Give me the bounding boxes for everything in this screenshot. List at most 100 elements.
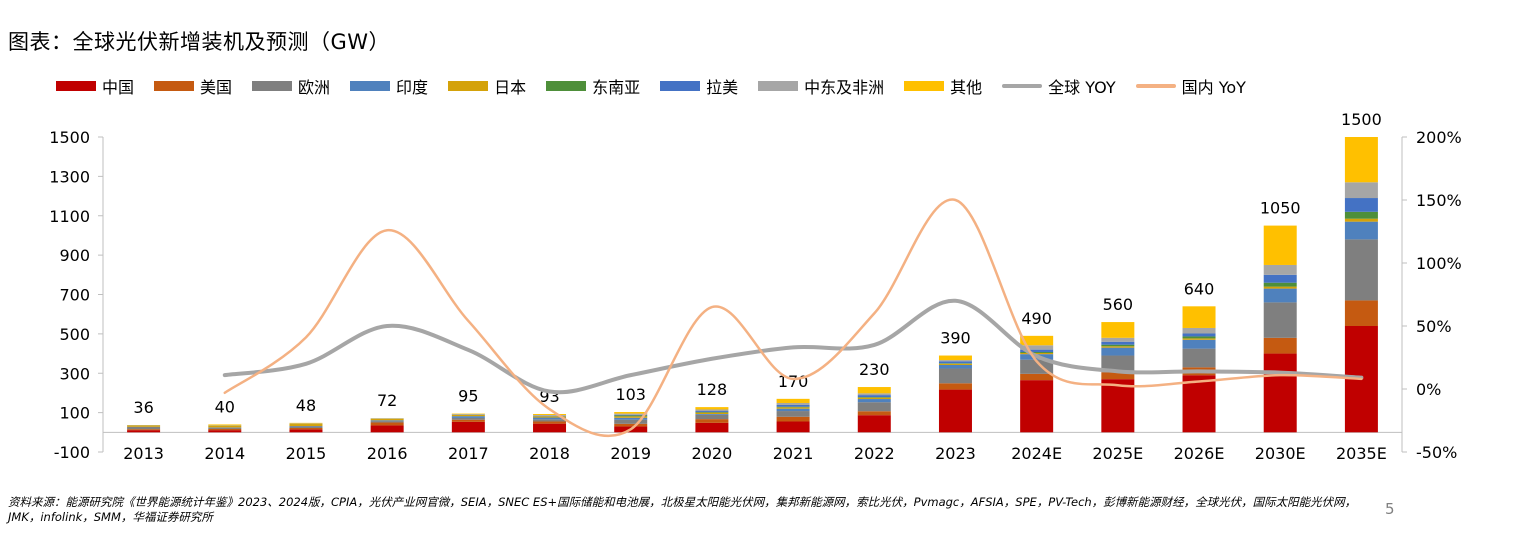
y-right-tick-label: 50% <box>1416 317 1452 336</box>
chart-legend: 中国 美国 欧洲 印度 日本 东南亚 拉美 中东及非洲 其他 全球 YOY 国内 YoY <box>56 74 1266 98</box>
bar-segment <box>776 402 810 405</box>
bar-segment <box>289 429 323 433</box>
bar-segment <box>857 387 891 394</box>
bar-segment <box>1344 211 1378 219</box>
legend-label: 欧洲 <box>298 78 331 97</box>
legend-swatch <box>56 81 96 91</box>
bar-segment <box>776 404 810 407</box>
y-left-tick-label: 300 <box>59 364 90 383</box>
bar-segment <box>695 414 729 415</box>
bar-segment <box>1182 348 1216 368</box>
bar-segment <box>1263 302 1297 338</box>
bar-segment <box>533 419 567 422</box>
bar-segment <box>695 409 729 412</box>
bar-segment <box>370 422 404 426</box>
bar-segment <box>938 363 972 364</box>
bar-segment <box>289 426 323 428</box>
y-right-tick-label: 200% <box>1416 128 1462 147</box>
legend-label: 拉美 <box>706 78 739 97</box>
legend-item: 中东及非洲 <box>758 74 884 98</box>
legend-item: 欧洲 <box>252 74 330 98</box>
bar-total-label: 560 <box>1103 295 1134 314</box>
legend-label: 中东及非洲 <box>804 78 885 97</box>
bar-total-label: 230 <box>859 360 890 379</box>
bar-segment <box>208 424 242 426</box>
bar-segment <box>1344 221 1378 240</box>
bar-segment <box>776 411 810 417</box>
bar-segment <box>614 423 648 427</box>
bar-segment <box>533 421 567 424</box>
legend-label: 中国 <box>102 78 135 97</box>
bar-segment <box>1182 375 1216 433</box>
bar-total-label: 36 <box>133 398 153 417</box>
bar-segment <box>695 412 729 413</box>
x-tick-label: 2025E <box>1092 444 1143 463</box>
bar-segment <box>1182 339 1216 349</box>
legend-label: 印度 <box>396 78 429 97</box>
bar-segment <box>1182 333 1216 337</box>
bar-segment <box>533 423 567 433</box>
chart-title: 图表：全球光伏新增装机及预测（GW） <box>8 30 391 54</box>
legend-item: 全球 YOY <box>1002 74 1116 98</box>
bar-segment <box>208 425 242 428</box>
bar-segment <box>1020 373 1054 381</box>
bar-segment <box>938 361 972 364</box>
bar-segment <box>1020 349 1054 352</box>
bar-segment <box>451 416 485 418</box>
bar-segment <box>1101 344 1135 347</box>
bar-segment <box>857 415 891 433</box>
bar-segment <box>451 421 485 433</box>
bar-segment <box>370 425 404 433</box>
y-left-tick-label: 1500 <box>49 128 90 147</box>
legend-label: 国内 YoY <box>1181 78 1246 97</box>
bar-segment <box>1101 337 1135 342</box>
bar-segment <box>938 389 972 433</box>
legend-item: 东南亚 <box>546 74 640 98</box>
bar-segment <box>1344 218 1378 222</box>
bar-segment <box>857 395 891 398</box>
x-tick-label: 2015 <box>286 444 327 463</box>
legend-item: 国内 YoY <box>1135 74 1246 98</box>
bar-segment <box>127 426 161 430</box>
legend-swatch <box>154 81 195 91</box>
bar-total-label: 640 <box>1184 279 1215 298</box>
bar-segment <box>1101 346 1135 348</box>
y-left-tick-label: 500 <box>59 325 90 344</box>
bar-segment <box>1182 336 1216 339</box>
bar-segment <box>776 408 810 412</box>
bar-segment <box>208 428 242 431</box>
legend-label: 美国 <box>200 78 233 97</box>
bar-segment <box>1020 351 1054 353</box>
bar-total-label: 490 <box>1021 309 1052 328</box>
x-tick-label: 2017 <box>448 444 489 463</box>
bar-segment <box>614 412 648 414</box>
bar-segment <box>614 419 648 424</box>
legend-label: 其他 <box>950 78 983 97</box>
bar-segment <box>451 414 485 417</box>
source-note: 资料来源：能源研究院《世界能源统计年鉴》2023、2024版，CPIA，光伏产业… <box>8 495 1357 524</box>
y-left-tick-label: 1300 <box>49 167 90 186</box>
y-left-tick-label: 700 <box>59 286 90 305</box>
bar-segment <box>938 363 972 365</box>
bar-segment <box>127 430 161 433</box>
bar-total-label: 72 <box>377 391 397 410</box>
bar-segment <box>1020 352 1054 355</box>
bar-segment <box>614 413 648 415</box>
bar-segment <box>1101 372 1135 380</box>
bar-segment <box>1263 274 1297 283</box>
bar-segment <box>1263 282 1297 287</box>
bar-segment <box>1263 225 1297 265</box>
y-left-tick-label: 1100 <box>49 207 90 226</box>
x-tick-label: 2016 <box>367 444 408 463</box>
bar-segment <box>1182 306 1216 328</box>
bar-segment <box>127 429 161 431</box>
bar-segment <box>1344 198 1378 212</box>
legend-swatch <box>758 81 799 91</box>
bar-total-label: 103 <box>615 385 646 404</box>
x-tick-label: 2023 <box>935 444 976 463</box>
bar-segment <box>208 430 242 433</box>
chart-canvas: -100 100 300 500 700 900 1100 1300 1500 -50% 0% 50%… <box>49 110 1462 463</box>
bar-segment <box>533 416 567 418</box>
bar-segment <box>614 417 648 420</box>
bar-segment <box>1263 286 1297 289</box>
